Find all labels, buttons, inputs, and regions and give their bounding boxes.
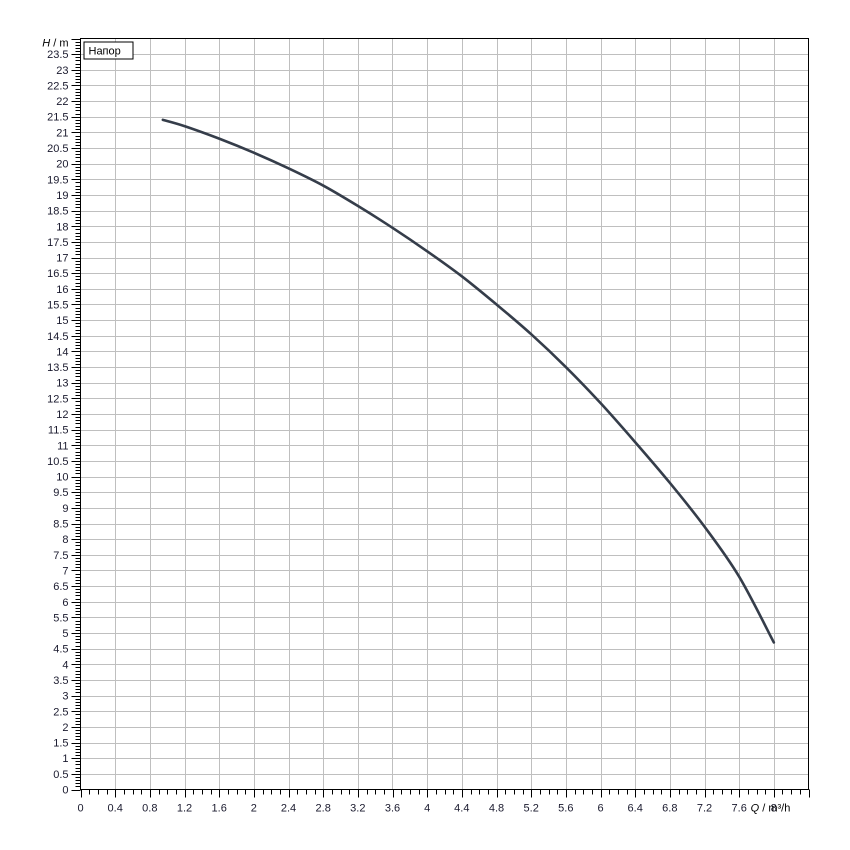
x-axis-title-unit: / m³/h [759,803,790,815]
y-axis-title-unit: / m [50,38,68,50]
x-tick-label: 6.4 [628,803,643,815]
y-axis-major-ticks [71,38,81,792]
x-tick-label: 6 [597,803,603,815]
x-axis-title-symbol: Q [751,803,760,815]
plot-area-border [79,37,810,791]
y-tick-label: 4 [62,659,68,671]
y-tick-label: 22 [56,96,68,108]
y-tick-label: 12 [56,409,68,421]
y-tick-label: 2.5 [53,706,68,718]
y-tick-label: 21.5 [47,112,68,124]
y-tick-label: 8 [62,534,68,546]
y-axis-title-symbol: H [42,38,50,50]
x-tick-label: 8 [771,803,777,815]
y-tick-label: 0 [62,785,68,797]
x-tick-label: 1.6 [212,803,227,815]
x-tick-label: 2.4 [281,803,296,815]
y-tick-label: 0.5 [53,769,68,781]
x-tick-label: 5.6 [558,803,573,815]
x-tick-label: 4.4 [454,803,469,815]
legend-box [83,41,134,60]
y-tick-label: 5.5 [53,612,68,624]
x-tick-label: 3.2 [350,803,365,815]
y-tick-label: 17 [56,253,68,265]
y-tick-label: 14 [56,346,68,358]
y-tick-label: 1.5 [53,738,68,750]
y-tick-label: 16 [56,284,68,296]
horizontal-gridlines [80,54,809,775]
y-tick-label: 5 [62,628,68,640]
x-tick-label: 0 [77,803,83,815]
series-line [161,118,776,644]
y-tick-label: 8.5 [53,519,68,531]
y-tick-label: 14.5 [47,331,68,343]
x-tick-label: 2.8 [316,803,331,815]
y-tick-label: 17.5 [47,237,68,249]
y-tick-label: 23.5 [47,49,68,61]
x-axis-major-ticks [80,789,811,798]
y-tick-label: 20 [56,159,68,171]
x-axis-title: Q / m³/h [751,803,791,815]
y-tick-label: 1 [62,753,68,765]
y-tick-label: 9.5 [53,487,68,499]
y-axis-title: H / m [42,38,68,50]
x-tick-label: 7.6 [732,803,747,815]
y-tick-label: 22.5 [47,80,68,92]
y-tick-label: 10.5 [47,456,68,468]
y-tick-label: 6 [62,597,68,609]
legend: Напор [83,41,134,60]
y-tick-label: 15 [56,315,68,327]
x-tick-label: 5.2 [524,803,539,815]
y-tick-label: 19.5 [47,174,68,186]
y-tick-label: 4.5 [53,644,68,656]
legend-entry-label: Напор [89,46,121,58]
y-tick-label: 10 [56,472,68,484]
y-tick-label: 13.5 [47,362,68,374]
y-tick-label: 2 [62,722,68,734]
y-tick-label: 15.5 [47,299,68,311]
series-group [161,118,776,644]
y-tick-label: 16.5 [47,268,68,280]
y-tick-label: 21 [56,127,68,139]
y-tick-label: 12.5 [47,393,68,405]
y-tick-label: 7 [62,565,68,577]
x-tick-label: 0.4 [108,803,123,815]
y-tick-label: 18.5 [47,206,68,218]
y-tick-label: 18 [56,221,68,233]
x-tick-label: 1.2 [177,803,192,815]
y-tick-label: 3 [62,691,68,703]
y-tick-label: 13 [56,378,68,390]
y-tick-label: 23 [56,65,68,77]
x-tick-label: 3.6 [385,803,400,815]
x-axis-tick-labels: 0 0.4 0.8 1.2 1.6 2 2.4 2.8 3.2 3.6 4 4.4 4.8 5.2 5.6 6… [77,803,776,815]
x-tick-label: 0.8 [142,803,157,815]
y-tick-label: 9 [62,503,68,515]
x-tick-label: 4.8 [489,803,504,815]
y-tick-label: 11.5 [48,425,69,437]
x-tick-label: 2 [251,803,257,815]
x-tick-label: 7.2 [697,803,712,815]
y-tick-label: 19 [56,190,68,202]
y-tick-label: 7.5 [53,550,68,562]
y-tick-label: 3.5 [53,675,68,687]
x-tick-label: 4 [424,803,430,815]
x-tick-label: 6.8 [662,803,677,815]
y-tick-label: 20.5 [47,143,68,155]
y-tick-label: 11 [57,440,68,452]
y-tick-label: 6.5 [53,581,68,593]
y-axis-tick-labels: 00.511.522.533.544.555.566.577.588.599.5… [47,49,68,796]
